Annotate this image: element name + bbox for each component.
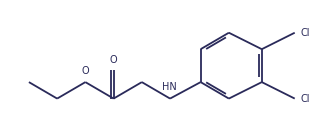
- Text: O: O: [82, 66, 89, 75]
- Text: HN: HN: [162, 82, 176, 92]
- Text: Cl: Cl: [300, 28, 310, 38]
- Text: O: O: [110, 55, 117, 65]
- Text: Cl: Cl: [300, 94, 310, 104]
